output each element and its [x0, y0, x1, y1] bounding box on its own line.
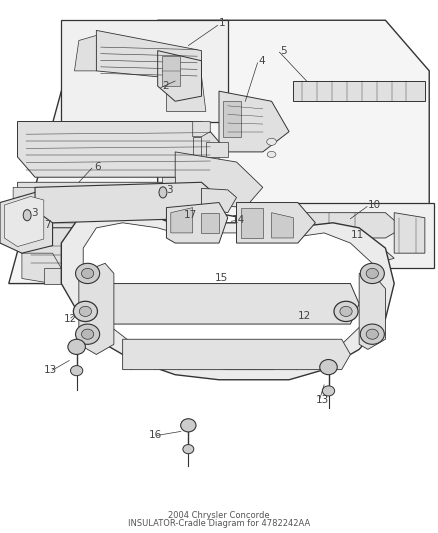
- Polygon shape: [293, 81, 425, 101]
- Text: 3: 3: [166, 185, 173, 196]
- Text: 15: 15: [215, 273, 228, 284]
- Polygon shape: [206, 142, 228, 157]
- Polygon shape: [219, 91, 289, 152]
- Text: 1: 1: [219, 18, 226, 28]
- Polygon shape: [79, 263, 114, 354]
- Polygon shape: [359, 273, 385, 350]
- Ellipse shape: [322, 386, 335, 396]
- Polygon shape: [201, 213, 219, 233]
- Text: 4: 4: [258, 56, 265, 66]
- Polygon shape: [285, 203, 434, 269]
- Ellipse shape: [81, 269, 94, 278]
- Polygon shape: [22, 228, 175, 269]
- Ellipse shape: [68, 339, 85, 354]
- Ellipse shape: [267, 151, 276, 157]
- Ellipse shape: [340, 306, 352, 317]
- Ellipse shape: [23, 209, 31, 221]
- Polygon shape: [158, 20, 429, 228]
- Polygon shape: [158, 51, 201, 101]
- Polygon shape: [110, 284, 359, 324]
- Polygon shape: [166, 203, 228, 243]
- Polygon shape: [394, 213, 425, 253]
- Text: 2004 Chrysler Concorde: 2004 Chrysler Concorde: [168, 511, 270, 520]
- Polygon shape: [123, 339, 350, 370]
- Polygon shape: [4, 197, 44, 247]
- Text: 7: 7: [44, 220, 50, 230]
- Ellipse shape: [73, 301, 97, 321]
- Polygon shape: [162, 55, 180, 86]
- Polygon shape: [241, 207, 263, 238]
- Ellipse shape: [180, 419, 196, 432]
- Polygon shape: [162, 177, 175, 203]
- Polygon shape: [237, 203, 315, 243]
- Text: 2: 2: [162, 81, 169, 91]
- Ellipse shape: [320, 359, 337, 375]
- Text: 10: 10: [368, 200, 381, 210]
- Polygon shape: [201, 188, 237, 213]
- Text: 13: 13: [44, 365, 57, 375]
- Polygon shape: [193, 122, 210, 136]
- Polygon shape: [175, 152, 263, 207]
- Ellipse shape: [76, 263, 100, 284]
- Polygon shape: [13, 187, 39, 213]
- Polygon shape: [293, 243, 394, 263]
- Ellipse shape: [71, 366, 83, 376]
- Polygon shape: [61, 20, 228, 122]
- Ellipse shape: [76, 324, 100, 344]
- Ellipse shape: [79, 306, 92, 317]
- Ellipse shape: [366, 329, 378, 339]
- Polygon shape: [223, 101, 241, 136]
- Polygon shape: [61, 213, 394, 379]
- Polygon shape: [166, 76, 206, 111]
- Ellipse shape: [81, 329, 94, 339]
- Polygon shape: [44, 269, 74, 284]
- Polygon shape: [0, 192, 53, 253]
- Polygon shape: [74, 35, 96, 71]
- Polygon shape: [293, 213, 403, 238]
- Text: 13: 13: [315, 395, 328, 405]
- Ellipse shape: [366, 269, 378, 278]
- Text: INSULATOR-Cradle Diagram for 4782242AA: INSULATOR-Cradle Diagram for 4782242AA: [128, 519, 310, 528]
- Ellipse shape: [159, 187, 167, 198]
- Ellipse shape: [334, 301, 358, 321]
- Text: 11: 11: [350, 230, 364, 240]
- Polygon shape: [22, 253, 61, 284]
- Text: 5: 5: [280, 46, 287, 55]
- Polygon shape: [9, 91, 228, 284]
- Polygon shape: [193, 136, 201, 157]
- Text: 17: 17: [184, 210, 197, 220]
- Ellipse shape: [360, 263, 385, 284]
- Text: 3: 3: [32, 208, 38, 217]
- Polygon shape: [96, 30, 201, 81]
- Ellipse shape: [360, 324, 385, 344]
- Polygon shape: [35, 182, 219, 223]
- Text: 14: 14: [232, 215, 245, 225]
- Text: 12: 12: [64, 314, 77, 324]
- Text: 12: 12: [298, 311, 311, 321]
- Polygon shape: [272, 213, 293, 238]
- Polygon shape: [18, 182, 210, 228]
- Polygon shape: [162, 203, 175, 228]
- Polygon shape: [171, 207, 193, 233]
- Text: 16: 16: [149, 431, 162, 440]
- Text: 6: 6: [94, 162, 101, 172]
- Polygon shape: [83, 223, 377, 370]
- Polygon shape: [18, 122, 219, 177]
- Ellipse shape: [183, 445, 194, 454]
- Ellipse shape: [267, 138, 276, 146]
